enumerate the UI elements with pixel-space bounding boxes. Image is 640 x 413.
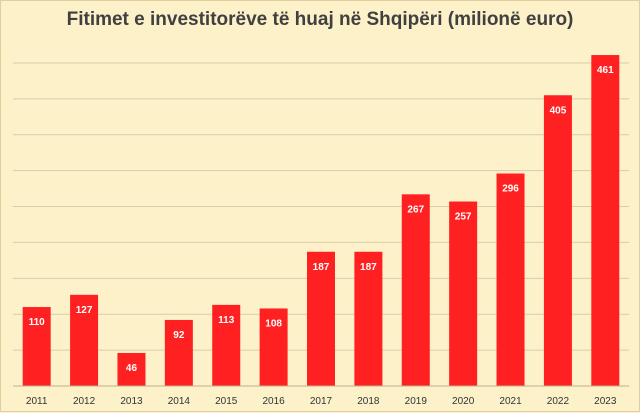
bars: 110 127 46 92 113 108 187 187 267 257 296 405 461 — [22, 55, 620, 387]
data-label: 187 — [360, 262, 377, 273]
bar — [22, 307, 51, 386]
bar — [70, 294, 99, 386]
x-tick-label: 2022 — [547, 396, 570, 407]
bar — [591, 55, 620, 386]
bar — [401, 194, 430, 386]
data-label: 113 — [218, 315, 235, 326]
data-label: 127 — [76, 305, 93, 316]
chart-title: Fitimet e investitorëve të huaj në Shqip… — [66, 9, 574, 30]
bar — [449, 201, 478, 386]
bar — [259, 308, 288, 386]
data-label: 267 — [407, 204, 424, 215]
x-tick-label: 2021 — [499, 396, 522, 407]
data-label: 46 — [126, 363, 138, 374]
x-tick-label: 2018 — [357, 396, 380, 407]
bar — [496, 173, 525, 386]
data-label: 108 — [265, 318, 282, 329]
x-tick-label: 2020 — [452, 396, 475, 407]
data-label: 296 — [502, 184, 519, 195]
bar — [543, 95, 572, 387]
x-tick-label: 2019 — [405, 396, 428, 407]
data-label: 257 — [455, 212, 472, 223]
bar — [212, 304, 241, 386]
data-label: 405 — [550, 105, 567, 116]
x-tick-label: 2012 — [73, 396, 96, 407]
data-label: 461 — [597, 65, 614, 76]
x-tick-label: 2014 — [168, 396, 191, 407]
bar — [164, 319, 193, 386]
x-tick-label: 2013 — [120, 396, 143, 407]
x-tick-labels: 2011 2012 2013 2014 2015 2016 2017 2018 2019 2020… — [26, 396, 617, 407]
data-label: 110 — [29, 317, 46, 328]
data-label: 92 — [173, 330, 185, 341]
bar — [117, 352, 146, 386]
bar — [307, 251, 335, 386]
data-label: 187 — [313, 262, 330, 273]
x-tick-label: 2015 — [215, 396, 238, 407]
x-tick-label: 2016 — [262, 396, 285, 407]
x-tick-label: 2017 — [310, 396, 333, 407]
bar — [354, 251, 383, 386]
x-tick-label: 2011 — [26, 396, 48, 407]
x-tick-label: 2023 — [594, 396, 617, 407]
